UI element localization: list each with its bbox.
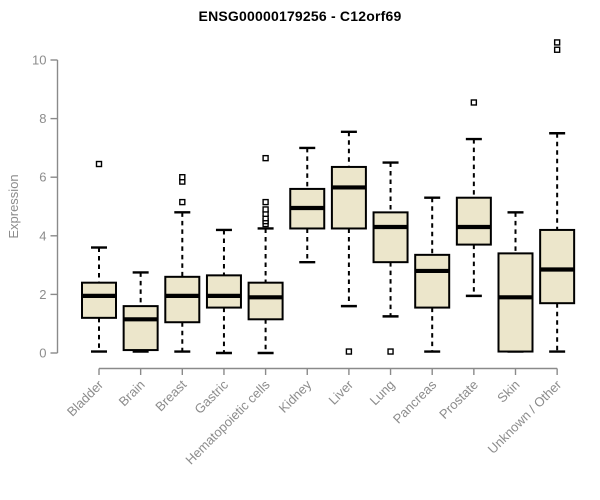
iqr-box [372,211,409,264]
outlier-point [95,160,103,168]
box-group-gastric [205,228,242,355]
box-group-unknown-other [539,39,576,353]
x-tick-label-skin: Skin [494,377,522,405]
x-tick-label-prostate: Prostate [436,377,481,422]
outlier-point [553,46,561,53]
iqr-box [455,196,492,246]
box-group-lung [372,161,409,355]
box-group-pancreas [414,196,451,353]
box-group-kidney [289,146,326,264]
box-group-skin [497,211,534,353]
x-tick-label-bladder: Bladder [64,377,107,420]
x-tick-label-kidney: Kidney [276,377,315,416]
outlier-point [179,198,186,206]
iqr-box [330,165,367,230]
x-tick-label-brain: Brain [116,377,148,409]
iqr-box [122,305,159,352]
x-tick-label-liver: Liver [325,377,356,408]
outlier-point [262,154,269,162]
iqr-box [414,253,451,309]
y-tick-label: 0 [39,346,46,361]
x-tick-label-unknown-other: Unknown / Other [485,377,565,457]
outlier-point [470,99,478,106]
x-tick-label-lung: Lung [367,377,398,408]
y-axis-title: Expression [6,174,21,238]
iqr-box [164,275,201,324]
iqr-box [247,281,284,321]
iqr-box [539,228,576,305]
y-tick-label: 8 [39,111,46,126]
iqr-box [205,274,242,309]
x-tick-label-gastric: Gastric [191,377,231,417]
x-tick-label-breast: Breast [152,377,189,414]
y-tick-label: 4 [39,228,46,243]
box-group-prostate [455,99,492,298]
x-tick-label-pancreas: Pancreas [390,377,440,427]
y-axis: 0 2 4 6 8 10 Expression [6,53,59,361]
iqr-box [497,252,534,353]
iqr-box [81,281,117,319]
box-group-breast [164,173,201,353]
chart-title: ENSG00000179256 - C12orf69 [198,8,402,24]
y-tick-label: 6 [39,170,46,185]
box-group-liver [330,130,367,355]
box-group-bladder [81,160,117,353]
box-group-hematopoietic-cells [247,154,284,355]
outlier-point [553,39,561,46]
y-tick-label: 2 [39,287,46,302]
outlier-point [345,348,353,355]
outlier-point [179,173,186,181]
outlier-point [262,206,269,213]
outlier-point [262,198,269,206]
y-tick-label: 10 [32,53,46,68]
box-group-brain [122,271,159,353]
outlier-point [387,348,394,355]
